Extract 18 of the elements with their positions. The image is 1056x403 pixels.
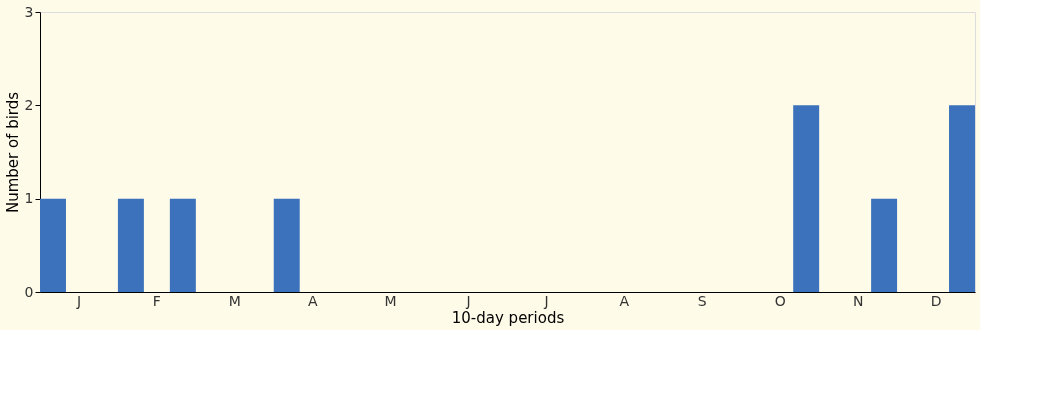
y-tick-label: 3 xyxy=(24,3,34,20)
x-tick-label: D xyxy=(930,292,942,309)
y-tick-label: 1 xyxy=(24,190,34,207)
x-tick-label: F xyxy=(152,292,161,309)
x-tick-label: M xyxy=(384,292,397,309)
x-tick-label: J xyxy=(75,292,82,309)
x-tick-label: O xyxy=(774,292,786,309)
x-tick-label: N xyxy=(852,292,864,309)
x-tick-label: J xyxy=(543,292,549,309)
y-axis-title: Number of birds xyxy=(3,91,22,214)
x-tick-label: A xyxy=(307,292,318,309)
x-tick-label: M xyxy=(228,292,241,309)
x-tick-label: J xyxy=(465,292,471,309)
y-tick-label: 0 xyxy=(24,283,34,300)
y-tick-label: 2 xyxy=(24,96,34,113)
x-tick-label: S xyxy=(697,292,707,309)
x-axis-title: 10-day periods xyxy=(451,308,565,327)
x-tick-label: A xyxy=(619,292,630,309)
